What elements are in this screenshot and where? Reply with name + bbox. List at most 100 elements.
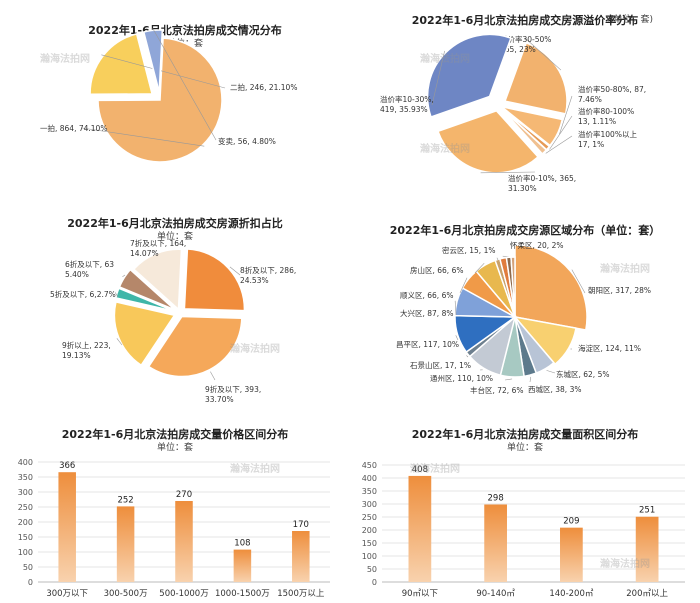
leader-line [210,371,216,381]
y-tick-label: 250 [18,503,33,512]
slice-label: 变卖, 56, 4.80% [218,136,276,146]
bar-value-label: 408 [412,465,428,475]
y-tick-label: 200 [362,526,377,535]
chart-subtitle: 单位：套 [156,232,193,242]
slice-label: 溢价率80-100% [578,106,634,116]
x-tick-label: 1000-1500万 [215,589,270,599]
slice-label: 溢价率50-80%, 87, [578,84,646,94]
leader-line [229,266,241,276]
slice-label: 昌平区, 117, 10% [396,340,459,349]
bar-300万以下 [58,472,76,582]
slice-label: 顺义区, 66, 6% [400,291,453,300]
leader-line [504,378,513,381]
bar-chart-area-range: 0 50 100 150 200 250 300 350 400 450 408 90㎡以下 298 90… [362,461,685,599]
slice-label: 溢价率10-30%, [380,94,434,104]
slice-label: 大兴区, 87, 8% [400,308,453,318]
chart-title: 2022年1-6月北京法拍房成交房源溢价率分布 [411,14,639,27]
pie-slice-slice [510,256,516,318]
leader-line [571,269,586,294]
leader-line [480,171,536,174]
pie-slice-一拍 [97,37,223,163]
watermark: 瀚海法拍网 [230,344,280,355]
bar-1500万以上 [292,531,310,582]
bar-value-label: 366 [59,461,75,471]
y-tick-label: 100 [18,548,33,557]
slice-label: 33.70% [205,395,234,404]
pie-slice-9折及以下 [147,315,243,378]
leader-line [529,376,532,383]
slice-label: 西城区, 38, 3% [528,385,581,394]
watermark: 瀚海法拍网 [420,54,470,65]
chart-title: 2022年1-6月北京法拍房成交量价格区间分布 [61,428,289,441]
leader-line [546,370,556,374]
leader-line [559,95,573,135]
y-tick-label: 50 [23,563,33,572]
slice-label: 9折以上, 223, [62,340,111,350]
slice-label: 13, 1.11% [578,117,616,126]
y-tick-label: 300 [362,500,377,509]
leader-line [431,50,445,106]
pie-slice-溢价率100%以上 [500,107,548,155]
chart-panel-price-range: 2022年1-6月北京法拍房成交量价格区间分布 单位：套 0 50 100 150 20… [0,420,350,603]
bar-90㎡以下 [408,475,432,582]
leader-line [455,335,459,341]
y-tick-label: 300 [18,488,33,497]
bar-90-140㎡ [484,504,507,582]
chart-subtitle: 单位：套 [506,443,543,453]
y-tick-label: 150 [362,539,377,548]
chart-panel-discount: 2022年1-6月北京法拍房成交房源折扣占比 单位：套 8折及以下, 286, 2… [0,205,350,405]
chart-title: 2022年1-6月北京法拍房成交房源折扣占比 [67,217,283,230]
y-tick-label: 150 [18,533,33,542]
leader-line [549,115,573,150]
slice-label: 5折及以下, 6,2.7% [50,289,116,299]
slice-label: 31.30% [508,184,537,193]
bar-140-200㎡ [560,527,583,582]
leader-line [496,257,499,261]
chart-panel-area-range: 2022年1-6月北京法拍房成交量面积区间分布 单位：套 0 50 100 150 20… [350,420,700,603]
bar-value-label: 170 [293,520,309,530]
leader-line [474,262,485,274]
chart-title: 2022年1-6月北京拍房成交房源区域分布（单位：套） [389,224,661,237]
leader-line [122,274,126,278]
x-tick-label: 300-500万 [104,589,148,599]
slice-label: 密云区, 15, 1% [442,245,495,255]
pie-slice-溢价率30-50% [503,41,568,115]
chart-subtitle: (单位：套) [610,15,654,25]
pie-chart-premium-rate: 溢价率30-50%265, 23% 溢价率50-80%, 87,7.46% 溢价率8… [380,33,646,193]
x-tick-label: 90㎡以下 [402,589,439,599]
y-tick-label: 0 [372,578,377,587]
bar-300-500万 [116,506,135,582]
bar-value-label: 251 [639,506,655,516]
chart-title: 2022年1-6月北京法拍房成交量面积区间分布 [411,428,639,441]
slice-label: 溢价率30-50% [500,34,551,44]
leader-line [466,355,469,358]
pie-slice-溢价率0-10% [437,109,540,174]
y-tick-label: 50 [367,565,377,574]
watermark: 瀚海法拍网 [600,559,650,570]
bar-value-label: 298 [488,494,504,504]
leader-line [524,37,562,71]
chart-panel-district: 2022年1-6月北京拍房成交房源区域分布（单位：套） 朝阳区, 317, 28… [350,205,700,405]
leader-line [101,54,226,89]
pie-slice-朝阳区 [514,244,588,331]
pie-chart-district: 朝阳区, 317, 28% 海淀区, 124, 11% 东城区, 62, 5% 西城区… [396,240,651,395]
y-tick-label: 250 [362,513,377,522]
y-tick-label: 400 [362,474,377,483]
pie-slice-溢价率10-30% [426,33,512,118]
bar-value-label: 108 [234,539,250,549]
leader-line [545,135,573,154]
bar-value-label: 252 [117,495,133,505]
pie-chart-transaction-status: 一拍, 864, 74.10% 二拍, 246, 21.10% 变卖, 56, 4.… [40,28,297,163]
slice-label: 14.07% [130,249,159,258]
slice-label: 通州区, 110, 10% [430,373,493,383]
slice-label: 7折及以下, 164, [130,238,186,248]
slice-label: 8折及以下, 286, [240,265,296,275]
pie-slice-6折及以下 [118,268,176,311]
chart-panel-transaction-status: 2022年1-6月北京法拍房成交情况分布 单位：套 一拍, 864, 74.10… [0,0,350,200]
bar-chart-price-range: 0 50 100 150 200 250 300 350 400 366 300万以下 252 300-… [18,458,330,599]
slice-label: 石景山区, 17, 1% [410,360,471,370]
y-tick-label: 200 [18,518,33,527]
pie-slice-变卖 [142,29,164,93]
slice-label: 419, 35.93% [380,105,428,114]
slice-label: 丰台区, 72, 6% [470,385,523,395]
